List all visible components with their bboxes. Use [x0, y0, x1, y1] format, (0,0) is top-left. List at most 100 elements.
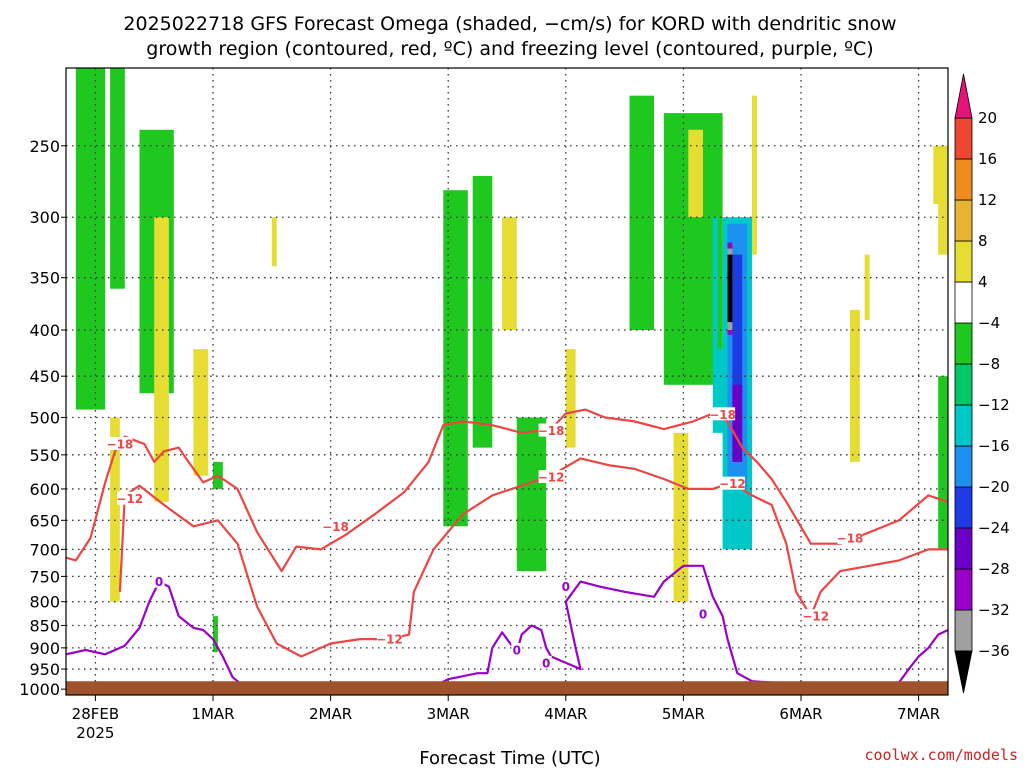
omega-shaded-region — [727, 254, 733, 323]
dgz-contour-label-bg — [803, 609, 829, 623]
plot-area: −18 −18 −18 −18 −18 −12 −12 −12 −12 −12 0 0 0 0 0 — [65, 68, 949, 695]
dgz-contour-label-bg — [538, 469, 564, 483]
omega-shaded-region — [688, 129, 703, 218]
colorbar-box — [954, 609, 973, 652]
x-tick-label: 2MAR — [309, 705, 352, 723]
colorbar-box — [954, 158, 973, 201]
y-tick-label: 650 — [29, 511, 60, 530]
x-tick-label: 28FEB — [72, 705, 119, 723]
chart-title-line2: growth region (contoured, red, ºC) and f… — [146, 38, 873, 60]
dgz-contour-label-bg — [719, 476, 745, 490]
dgz-contour-label: −18 — [837, 531, 864, 545]
dgz-contour-label: −18 — [107, 437, 134, 451]
y-tick-label: 950 — [29, 660, 60, 679]
x-tick-label: 3MAR — [427, 705, 470, 723]
colorbar-tick-label: 12 — [978, 191, 997, 209]
omega-shaded-region — [938, 190, 948, 255]
colorbar-box — [954, 527, 973, 570]
colorbar-tick-label: −24 — [978, 519, 1010, 537]
dgz-contour-label: −12 — [538, 470, 565, 484]
freezing-level-contour-label: 0 — [699, 607, 707, 621]
freezing-level-contour-label-bg — [153, 574, 165, 588]
omega-shaded-region — [75, 68, 106, 410]
y-tick-label: 550 — [29, 446, 60, 465]
colorbar-box — [954, 117, 973, 160]
omega-shaded-region — [629, 95, 654, 331]
colorbar-tick-label: 4 — [978, 273, 988, 291]
colorbar-box — [954, 199, 973, 242]
freezing-level-contour-label-bg — [511, 643, 523, 657]
y-tick-label: 1000 — [19, 680, 60, 699]
freezing-level-contour-label: 0 — [542, 656, 550, 670]
freezing-level-contour-line — [65, 580, 248, 691]
omega-shaded-region — [271, 217, 277, 267]
x-axis-label: Forecast Time (UTC) — [419, 748, 600, 768]
y-tick-label: 350 — [29, 269, 60, 288]
omega-shaded-region — [502, 217, 517, 331]
colorbar-box — [954, 363, 973, 406]
dgz-contour-label: −12 — [802, 610, 829, 624]
omega-shaded-region — [110, 68, 125, 289]
omega-shaded-region — [752, 95, 757, 255]
freezing-level-contour-line — [428, 564, 797, 691]
colorbar-tick-label: −20 — [978, 478, 1010, 496]
x-tick-label: 6MAR — [779, 705, 822, 723]
omega-shaded-region — [565, 349, 576, 448]
credit-text: coolwx.com/models — [864, 746, 1018, 764]
dgz-contour-label: −18 — [322, 520, 349, 534]
colorbar-box — [954, 568, 973, 611]
plot-frame — [65, 67, 949, 696]
y-tick-label: 700 — [29, 540, 60, 559]
omega-shaded-region — [938, 376, 948, 550]
omega-shaded-region — [193, 349, 209, 476]
colorbar-tick-label: −8 — [978, 355, 1000, 373]
colorbar-box — [954, 281, 973, 324]
colorbar-tick-label: −28 — [978, 560, 1010, 578]
omega-shaded-region — [213, 616, 218, 653]
dgz-contour-label-bg — [538, 423, 564, 437]
colorbar-tick-label: −32 — [978, 601, 1010, 619]
dgz-contour-label-bg — [710, 407, 736, 421]
colorbar-box — [954, 486, 973, 529]
colorbar-box — [954, 322, 973, 365]
omega-shaded-region — [864, 254, 870, 321]
x-tick-label: 5MAR — [662, 705, 705, 723]
dgz-contour-label: −12 — [116, 492, 143, 506]
dgz-contour-label-bg — [323, 519, 348, 533]
freezing-level-contour-label-bg — [697, 606, 709, 620]
colorbar-tick-label: −12 — [978, 396, 1010, 414]
omega-shaded-region — [933, 145, 948, 204]
colorbar-tick-label: 16 — [978, 150, 997, 168]
terrain-band — [66, 681, 948, 695]
colorbar-tick-label: 8 — [978, 232, 988, 250]
dgz-contour-label-bg — [837, 530, 863, 544]
omega-shaded-region — [732, 384, 743, 462]
dgz-contour-label-bg — [376, 632, 402, 646]
dgz-contour-label-bg — [107, 436, 133, 450]
chart-title-line1: 2025022718 GFS Forecast Omega (shaded, −… — [123, 13, 896, 35]
y-tick-label: 900 — [29, 639, 60, 658]
y-tick-label: 750 — [29, 567, 60, 586]
omega-shaded-region — [732, 254, 743, 448]
x-tick-label: 7MAR — [897, 705, 940, 723]
dgz-contour-label: −18 — [709, 408, 736, 422]
colorbar-tick-label: −16 — [978, 437, 1010, 455]
colorbar-tick-label: −4 — [978, 314, 1000, 332]
omega-shaded-region — [850, 309, 860, 462]
colorbar-tick-label: 20 — [978, 109, 997, 127]
y-tick-label: 850 — [29, 616, 60, 635]
x-tick-label: 4MAR — [544, 705, 587, 723]
dgz-contour-line — [65, 408, 949, 573]
colorbar-over-triangle — [954, 73, 973, 119]
dgz-contour-label: −12 — [719, 477, 746, 491]
dgz-contour-label-bg — [117, 491, 143, 505]
freezing-level-contour-label: 0 — [155, 575, 163, 589]
colorbar: 20 16 12 8 4 −4 −8 −12 −16 −20 −24 −28 −32 −36 — [954, 73, 1010, 694]
freezing-level-contour-label-bg — [560, 579, 572, 593]
dgz-contour-label: −18 — [538, 424, 565, 438]
y-tick-label: 800 — [29, 593, 60, 612]
y-tick-label: 450 — [29, 367, 60, 386]
colorbar-box — [954, 240, 973, 283]
freezing-level-contour-label: 0 — [513, 644, 521, 658]
